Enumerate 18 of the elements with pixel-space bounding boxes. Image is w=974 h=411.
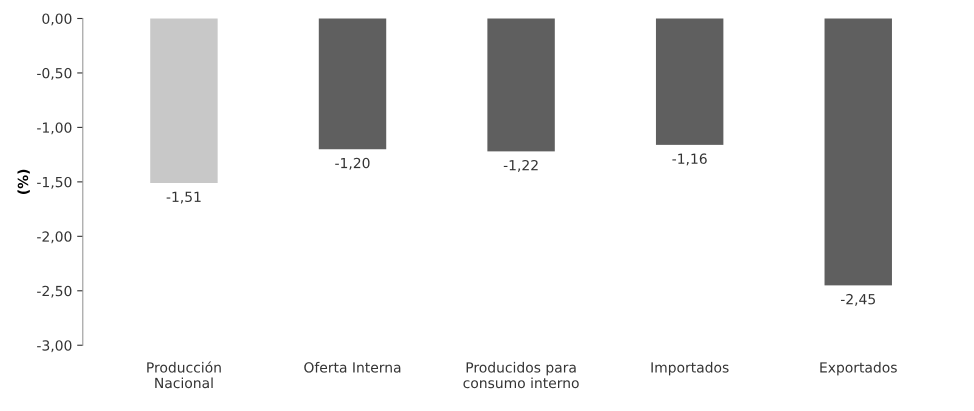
data-label: -1,16 (672, 153, 707, 166)
y-tick-label: -3,00 (37, 340, 72, 352)
data-label: -1,22 (504, 160, 538, 172)
y-axis-title: (%) (17, 170, 30, 194)
x-tick-label: Exportados (820, 362, 897, 376)
y-tick-label: -0,50 (37, 68, 72, 80)
x-tick-label: Producción Nacional (147, 361, 221, 388)
x-tick-label: Producidos para consumo interno (463, 362, 579, 388)
y-tick-label: -2,50 (37, 286, 72, 298)
data-label: -2,45 (840, 294, 875, 306)
data-label: -1,20 (335, 158, 370, 170)
y-tick-label: 0,00 (42, 13, 72, 26)
x-tick-label: Oferta Interna (304, 362, 400, 373)
x-tick-label: Importados (651, 362, 729, 376)
data-label: -1,51 (166, 192, 201, 204)
y-tick-label: -2,00 (37, 231, 72, 244)
y-tick-label: -1,00 (37, 122, 72, 134)
y-tick-label: -1,50 (37, 176, 72, 189)
